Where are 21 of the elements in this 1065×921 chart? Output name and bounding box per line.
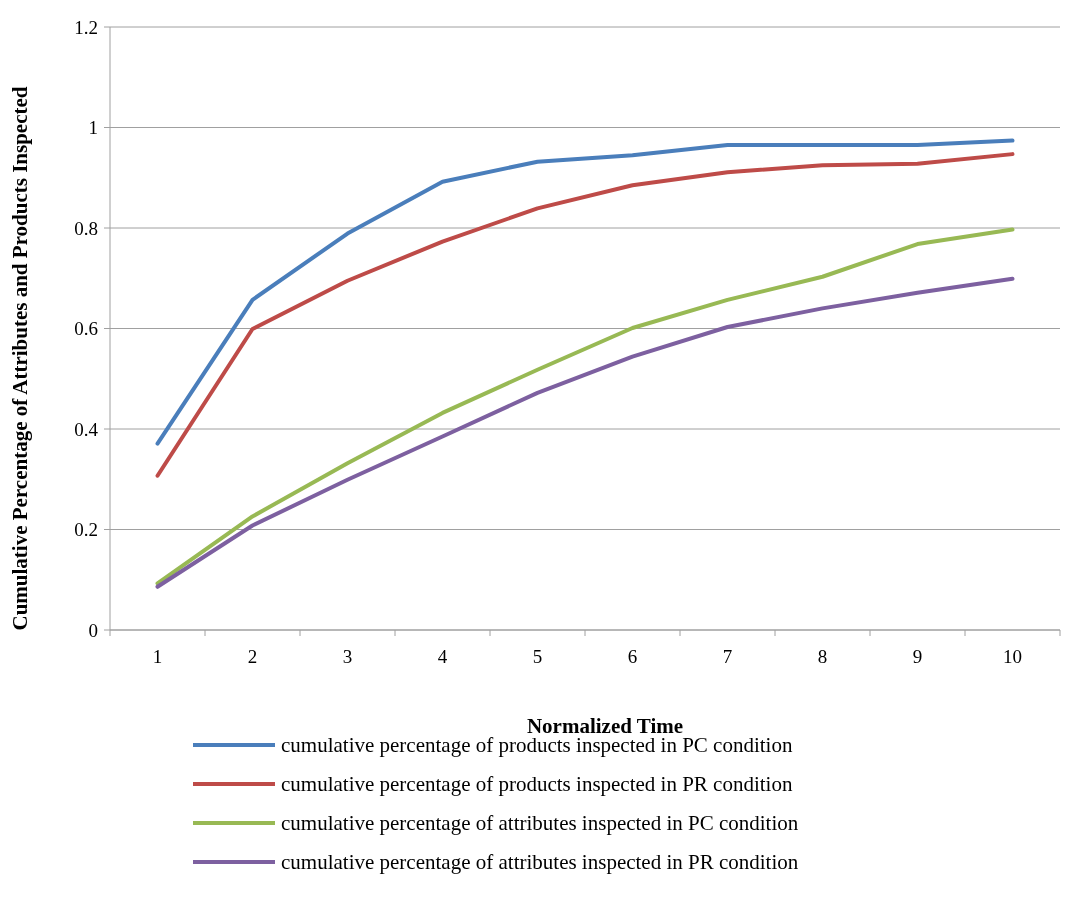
x-tick-label: 8: [817, 646, 828, 667]
y-axis-title: Cumulative Percentage of Attributes and Products Inspected: [8, 86, 32, 631]
y-tick-label: 0: [88, 619, 98, 641]
legend-label: cumulative percentage of attributes inspected in PR condition: [281, 850, 799, 875]
y-tick-label: 0.2: [74, 519, 98, 541]
x-tick-label: 7: [722, 646, 733, 667]
x-tick-label: 5: [532, 646, 543, 667]
y-tick-label: 0.8: [74, 217, 98, 239]
legend-label: cumulative percentage of attributes inspected in PC condition: [281, 811, 799, 836]
x-tick-label: 9: [912, 646, 923, 667]
y-tick-label: 1: [88, 117, 98, 139]
x-tick-label: 10: [1003, 646, 1022, 667]
x-tick-label: 3: [342, 646, 353, 667]
x-tick-label: 2: [247, 646, 258, 667]
legend-label: cumulative percentage of products inspected in PR condition: [281, 772, 793, 797]
y-tick-label: 0.6: [74, 318, 98, 340]
x-tick-label: 4: [437, 646, 448, 667]
y-tick-label: 1.2: [74, 16, 98, 38]
y-tick-label: 0.4: [74, 418, 99, 440]
x-tick-label: 6: [627, 646, 638, 667]
x-tick-label: 1: [152, 646, 163, 667]
